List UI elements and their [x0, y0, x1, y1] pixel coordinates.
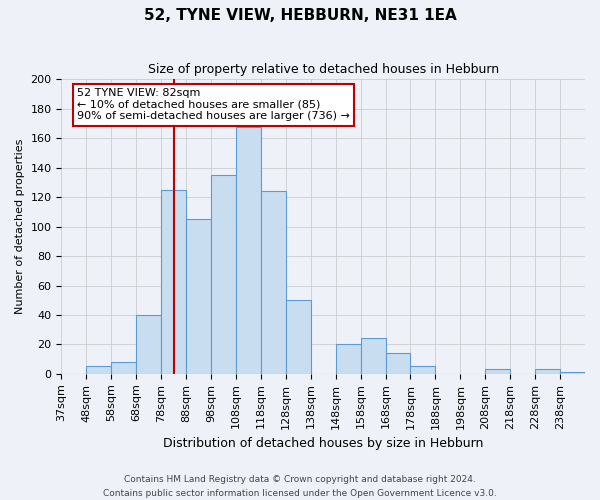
Text: 52, TYNE VIEW, HEBBURN, NE31 1EA: 52, TYNE VIEW, HEBBURN, NE31 1EA	[143, 8, 457, 22]
Bar	[410, 366, 436, 374]
Title: Size of property relative to detached houses in Hebburn: Size of property relative to detached ho…	[148, 62, 499, 76]
Bar	[111, 362, 136, 374]
Bar	[261, 192, 286, 374]
Bar	[361, 338, 386, 374]
Bar	[136, 315, 161, 374]
Bar	[161, 190, 186, 374]
Text: 52 TYNE VIEW: 82sqm
← 10% of detached houses are smaller (85)
90% of semi-detach: 52 TYNE VIEW: 82sqm ← 10% of detached ho…	[77, 88, 350, 122]
Bar	[236, 126, 261, 374]
Y-axis label: Number of detached properties: Number of detached properties	[15, 139, 25, 314]
Bar	[386, 353, 410, 374]
Text: Contains HM Land Registry data © Crown copyright and database right 2024.
Contai: Contains HM Land Registry data © Crown c…	[103, 476, 497, 498]
Bar	[211, 175, 236, 374]
X-axis label: Distribution of detached houses by size in Hebburn: Distribution of detached houses by size …	[163, 437, 484, 450]
Bar	[186, 220, 211, 374]
Bar	[535, 370, 560, 374]
Bar	[335, 344, 361, 374]
Bar	[485, 370, 510, 374]
Bar	[286, 300, 311, 374]
Bar	[560, 372, 585, 374]
Bar	[86, 366, 111, 374]
